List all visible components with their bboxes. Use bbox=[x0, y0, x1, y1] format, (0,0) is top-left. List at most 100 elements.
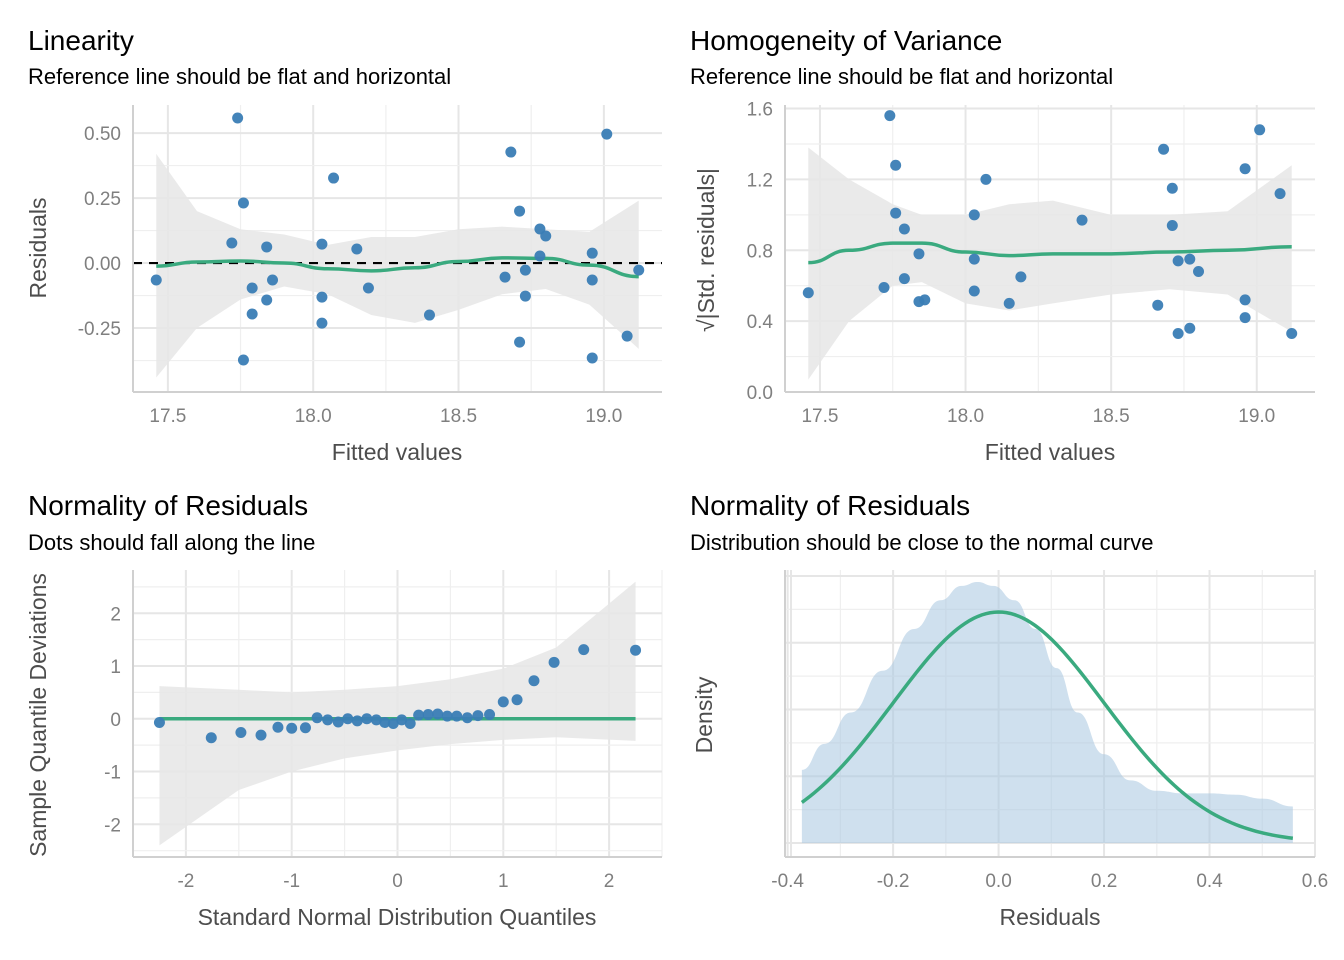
data-point bbox=[422, 709, 434, 721]
linearity-x-label: Fitted values bbox=[332, 439, 462, 465]
homogeneity-subtitle: Reference line should be flat and horizo… bbox=[690, 64, 1113, 89]
data-point bbox=[1184, 253, 1196, 265]
qq-title: Normality of Residuals bbox=[28, 490, 308, 521]
data-point bbox=[361, 713, 373, 725]
x-tick-label: 0.0 bbox=[985, 871, 1011, 892]
data-point bbox=[432, 708, 444, 720]
y-tick-label: 0.00 bbox=[84, 254, 121, 275]
x-tick-label: 0.4 bbox=[1196, 871, 1223, 892]
density-subtitle: Distribution should be close to the norm… bbox=[690, 530, 1153, 555]
data-point bbox=[246, 308, 258, 320]
data-point bbox=[370, 714, 382, 726]
data-point bbox=[237, 197, 249, 209]
linearity-title: Linearity bbox=[28, 25, 134, 56]
data-point bbox=[1152, 299, 1164, 311]
data-point bbox=[311, 712, 323, 724]
data-point bbox=[578, 644, 590, 656]
homogeneity-tick-labels: 17.5 18.0 18.5 19.0 0.0 0.4 0.8 1.2 1.6 bbox=[747, 100, 1276, 427]
density-axes bbox=[784, 570, 1315, 858]
qq-panel: Normality of Residuals Dots should fall … bbox=[25, 490, 663, 930]
y-tick-label: 1.6 bbox=[747, 100, 773, 121]
data-point bbox=[351, 243, 363, 255]
data-point bbox=[379, 716, 391, 728]
density-x-label: Residuals bbox=[1000, 904, 1101, 930]
data-point bbox=[630, 644, 642, 656]
loess-line bbox=[808, 241, 1292, 265]
data-point bbox=[898, 223, 910, 235]
data-point bbox=[322, 714, 334, 726]
x-tick-label: -0.4 bbox=[771, 871, 804, 892]
data-point bbox=[898, 273, 910, 285]
density-area bbox=[801, 582, 1293, 843]
data-point bbox=[497, 696, 509, 708]
data-point bbox=[387, 718, 399, 730]
y-tick-label: 0.50 bbox=[84, 124, 121, 145]
data-point bbox=[511, 694, 523, 706]
x-tick-label: -1 bbox=[283, 871, 300, 892]
data-point bbox=[980, 173, 992, 185]
data-point bbox=[237, 354, 249, 366]
data-point bbox=[1166, 219, 1178, 231]
x-tick-label: 18.0 bbox=[947, 406, 984, 427]
homogeneity-smooth-line bbox=[808, 241, 1292, 265]
data-point bbox=[968, 285, 980, 297]
homogeneity-x-label: Fitted values bbox=[985, 439, 1115, 465]
data-point bbox=[534, 250, 546, 262]
density-fill bbox=[801, 582, 1293, 843]
linearity-smooth-line bbox=[156, 256, 639, 279]
y-tick-label: 0.4 bbox=[747, 312, 774, 333]
data-point bbox=[205, 732, 217, 744]
y-tick-label: 0 bbox=[110, 710, 121, 731]
data-point bbox=[232, 112, 244, 124]
x-tick-label: 0.2 bbox=[1091, 871, 1117, 892]
data-point bbox=[472, 710, 484, 722]
data-point bbox=[1274, 188, 1286, 200]
y-tick-label: 1.2 bbox=[747, 170, 773, 191]
data-point bbox=[272, 721, 284, 733]
data-point bbox=[267, 274, 279, 286]
linearity-tick-labels: 17.5 18.0 18.5 19.0 -0.25 0.00 0.25 0.50 bbox=[78, 124, 623, 427]
y-tick-label: -0.25 bbox=[78, 319, 121, 340]
data-point bbox=[316, 317, 328, 329]
y-tick-label: -2 bbox=[104, 815, 121, 836]
qq-y-label: Sample Quantile Deviations bbox=[25, 573, 51, 857]
homogeneity-axes bbox=[784, 105, 1315, 393]
data-point bbox=[1158, 143, 1170, 155]
data-point bbox=[519, 264, 531, 276]
data-point bbox=[404, 718, 416, 730]
linearity-confidence-band bbox=[156, 153, 639, 378]
data-point bbox=[451, 710, 463, 722]
data-point bbox=[316, 238, 328, 250]
data-point bbox=[1015, 271, 1027, 283]
confidence-band bbox=[156, 153, 639, 378]
homogeneity-y-label: √|Std. residuals| bbox=[693, 168, 719, 332]
data-point bbox=[968, 209, 980, 221]
data-point bbox=[586, 274, 598, 286]
data-point bbox=[235, 726, 247, 738]
confidence-band bbox=[159, 581, 636, 846]
data-point bbox=[1239, 294, 1251, 306]
data-point bbox=[884, 110, 896, 122]
confidence-band bbox=[808, 147, 1292, 380]
y-tick-label: 2 bbox=[110, 604, 121, 625]
homogeneity-points bbox=[802, 110, 1298, 340]
x-tick-label: 18.5 bbox=[440, 406, 477, 427]
qq-axes bbox=[132, 570, 662, 858]
data-point bbox=[261, 241, 273, 253]
data-point bbox=[328, 172, 340, 184]
x-tick-label: 19.0 bbox=[585, 406, 622, 427]
density-tick-labels: -0.4 -0.2 0.0 0.2 0.4 0.6 bbox=[771, 871, 1328, 892]
data-point bbox=[1076, 214, 1088, 226]
data-point bbox=[890, 159, 902, 171]
y-tick-label: 0.25 bbox=[84, 189, 121, 210]
qq-tick-labels: -2 -1 0 1 2 -2 -1 0 1 2 bbox=[104, 604, 614, 892]
data-point bbox=[351, 715, 363, 727]
data-point bbox=[633, 264, 645, 276]
density-title: Normality of Residuals bbox=[690, 490, 970, 521]
data-point bbox=[484, 709, 496, 721]
data-point bbox=[1239, 312, 1251, 324]
data-point bbox=[362, 282, 374, 294]
qq-x-label: Standard Normal Distribution Quantiles bbox=[198, 904, 597, 930]
data-point bbox=[601, 128, 613, 140]
data-point bbox=[519, 290, 531, 302]
